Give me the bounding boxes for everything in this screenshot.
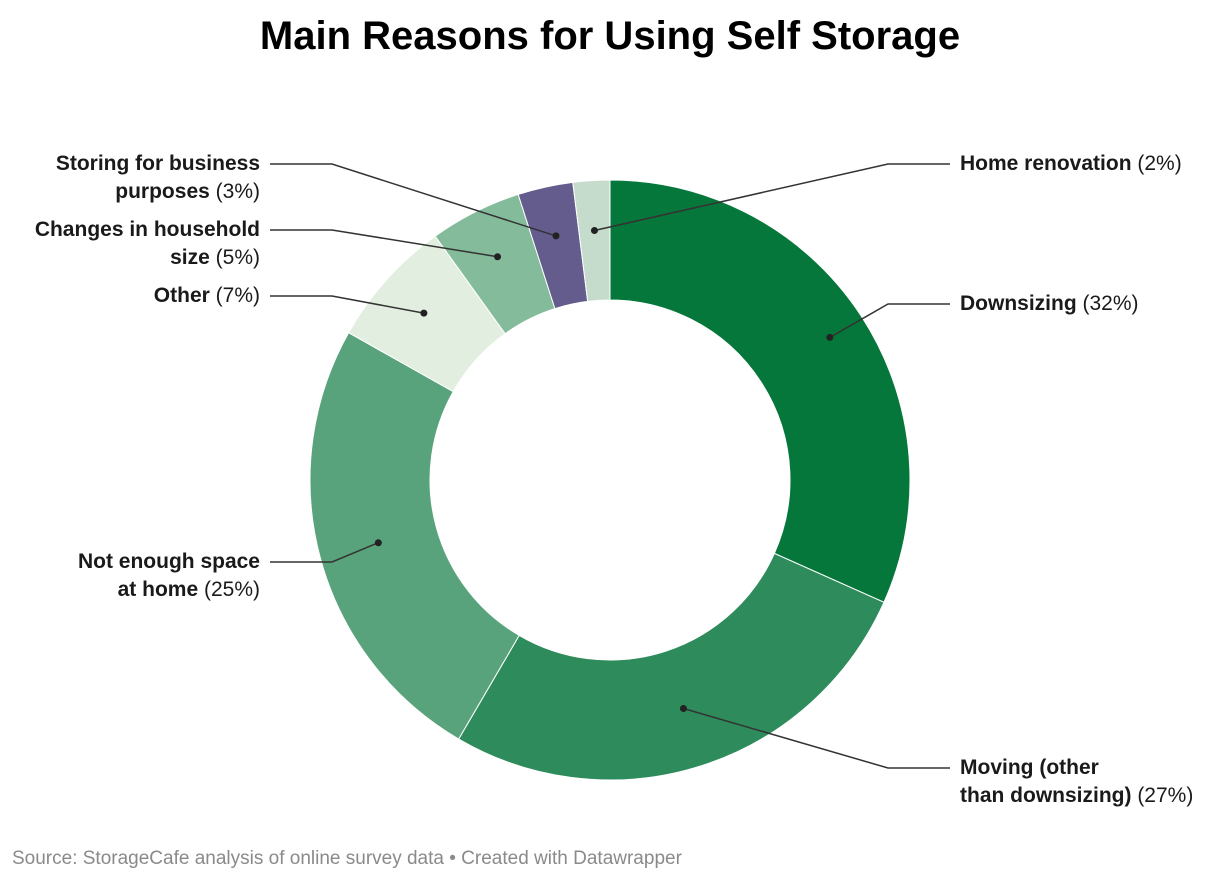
leader-dot-storing-for-business-purposes — [552, 232, 560, 240]
label-text: Home renovation — [960, 152, 1132, 175]
leader-line-moving-other-than-downsizing — [683, 707, 950, 769]
slice-downsizing — [609, 179, 911, 603]
label-storing-for-business-purposes: Storing for business purposes (3%) — [10, 150, 260, 206]
leader-line-home-renovation — [594, 163, 950, 232]
leader-line-downsizing — [829, 303, 950, 339]
label-percent: (32%) — [1076, 292, 1139, 315]
leader-dot-moving-other-than-downsizing — [679, 704, 687, 712]
label-text: at home — [117, 578, 199, 601]
leader-dot-home-renovation — [590, 226, 598, 234]
label-not-enough-space-at-home: Not enough space at home (25%) — [10, 548, 260, 604]
label-other: Other (7%) — [10, 282, 260, 310]
label-text: than downsizing) — [960, 784, 1132, 807]
label-moving-other-than-downsizing: Moving (other than downsizing) (27%) — [960, 754, 1210, 810]
label-text: Other — [153, 284, 210, 307]
label-home-renovation: Home renovation (2%) — [960, 150, 1210, 178]
label-text: Downsizing — [960, 292, 1077, 315]
label-text: Changes in household — [34, 218, 260, 241]
leader-line-other — [270, 295, 425, 314]
leader-line-changes-in-household-size — [270, 229, 498, 258]
label-text: Moving (other — [960, 756, 1099, 779]
slice-home-renovation — [572, 179, 611, 302]
label-text: Storing for business — [55, 152, 260, 175]
slice-not-enough-space-at-home — [309, 332, 520, 740]
source-note: Source: StorageCafe analysis of online s… — [12, 848, 682, 869]
label-percent: (5%) — [209, 246, 260, 269]
label-percent: (7%) — [209, 284, 260, 307]
leader-line-not-enough-space-at-home — [270, 542, 379, 563]
label-downsizing: Downsizing (32%) — [960, 290, 1210, 318]
label-text: purposes — [115, 180, 210, 203]
label-text: size — [170, 246, 210, 269]
label-percent: (27%) — [1131, 784, 1194, 807]
leader-dot-other — [420, 309, 428, 317]
label-changes-in-household-size: Changes in household size (5%) — [10, 216, 260, 272]
leader-line-storing-for-business-purposes — [270, 163, 557, 237]
leader-dot-downsizing — [826, 333, 834, 341]
slice-moving-other-than-downsizing — [457, 552, 885, 781]
leader-dot-changes-in-household-size — [494, 253, 502, 261]
chart-title: Main Reasons for Using Self Storage — [259, 14, 961, 58]
label-text: Not enough space — [77, 550, 260, 573]
label-percent: (3%) — [209, 180, 260, 203]
label-percent: (25%) — [198, 578, 260, 601]
label-percent: (2%) — [1131, 152, 1182, 175]
leader-dot-not-enough-space-at-home — [374, 539, 382, 547]
